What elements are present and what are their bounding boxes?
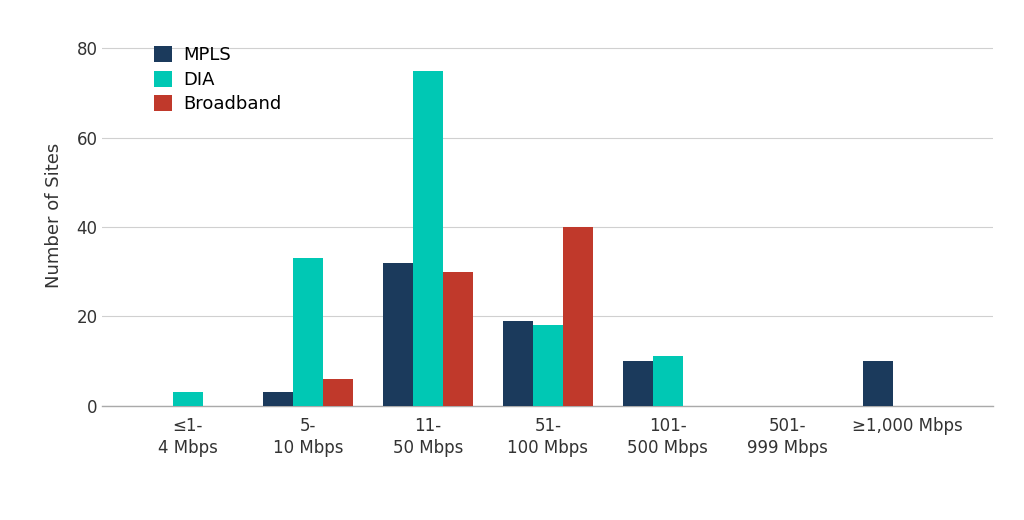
Legend: MPLS, DIA, Broadband: MPLS, DIA, Broadband xyxy=(147,39,289,121)
Bar xyxy=(263,392,293,406)
Bar xyxy=(413,71,442,406)
Bar xyxy=(293,258,323,406)
Bar xyxy=(503,321,532,406)
Bar xyxy=(532,325,563,406)
Bar xyxy=(383,263,413,406)
Bar xyxy=(563,227,593,406)
Bar xyxy=(442,271,473,406)
Bar xyxy=(323,379,353,406)
Bar xyxy=(173,392,203,406)
Y-axis label: Number of Sites: Number of Sites xyxy=(44,143,62,289)
Bar xyxy=(653,357,683,406)
Bar xyxy=(623,361,653,406)
Bar xyxy=(863,361,893,406)
